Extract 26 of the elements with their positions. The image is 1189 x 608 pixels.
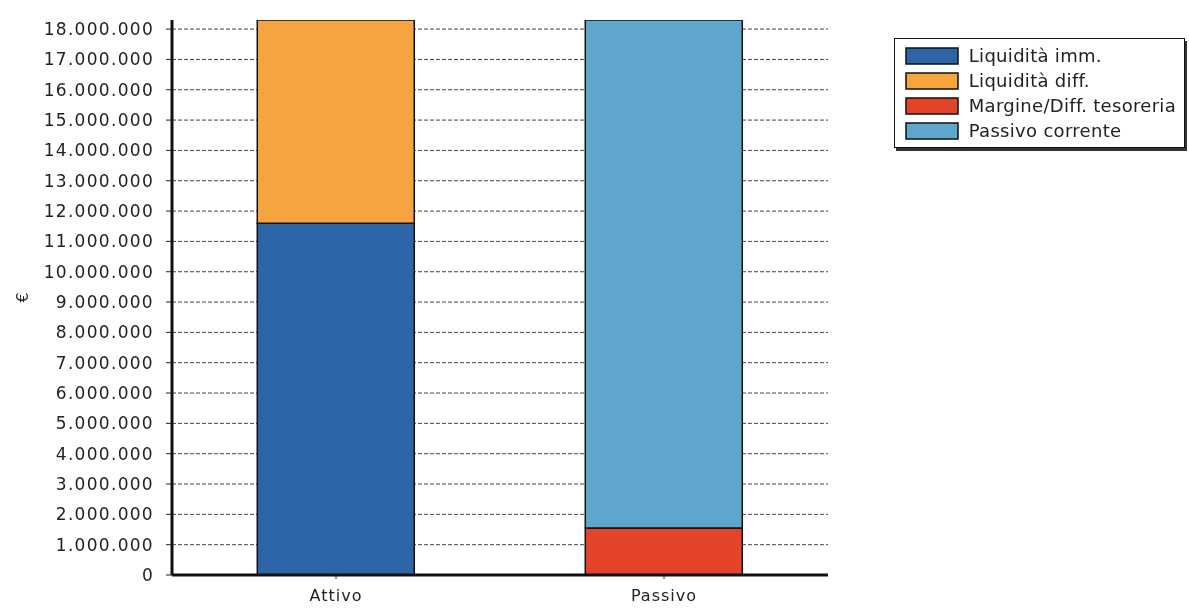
y-tick-label: 14.000.000 — [43, 140, 154, 161]
y-tick-label: 15.000.000 — [43, 110, 154, 131]
legend-label: Liquidità imm. — [968, 45, 1102, 66]
y-tick-label: 1.000.000 — [55, 534, 154, 555]
y-tick-label: 8.000.000 — [55, 322, 154, 343]
x-tick-label: Passivo — [630, 586, 698, 606]
y-axis-title: € — [12, 292, 32, 303]
y-tick-label: 4.000.000 — [55, 443, 154, 464]
y-tick-label: 10.000.000 — [43, 261, 154, 282]
y-tick-label: 7.000.000 — [55, 352, 154, 373]
y-tick-label: 12.000.000 — [43, 201, 154, 222]
legend-label: Passivo corrente — [968, 120, 1122, 141]
y-tick-label: 3.000.000 — [55, 474, 154, 495]
y-tick-label: 6.000.000 — [55, 383, 154, 404]
y-tick-label: 13.000.000 — [43, 170, 154, 191]
x-tick-label: Attivo — [309, 586, 363, 606]
y-tick-label: 9.000.000 — [55, 292, 154, 313]
y-tick-label: 2.000.000 — [55, 504, 154, 525]
legend-label: Margine/Diff. tesoreria — [968, 95, 1176, 116]
y-tick-label: 16.000.000 — [43, 79, 154, 100]
y-tick-label: 17.000.000 — [43, 49, 154, 70]
y-tick-label: 5.000.000 — [55, 413, 154, 434]
y-tick-label: 18.000.000 — [43, 19, 154, 40]
y-tick-label: 0 — [141, 565, 154, 586]
legend-label: Liquidità diff. — [968, 70, 1090, 91]
y-tick-label: 11.000.000 — [43, 231, 154, 252]
